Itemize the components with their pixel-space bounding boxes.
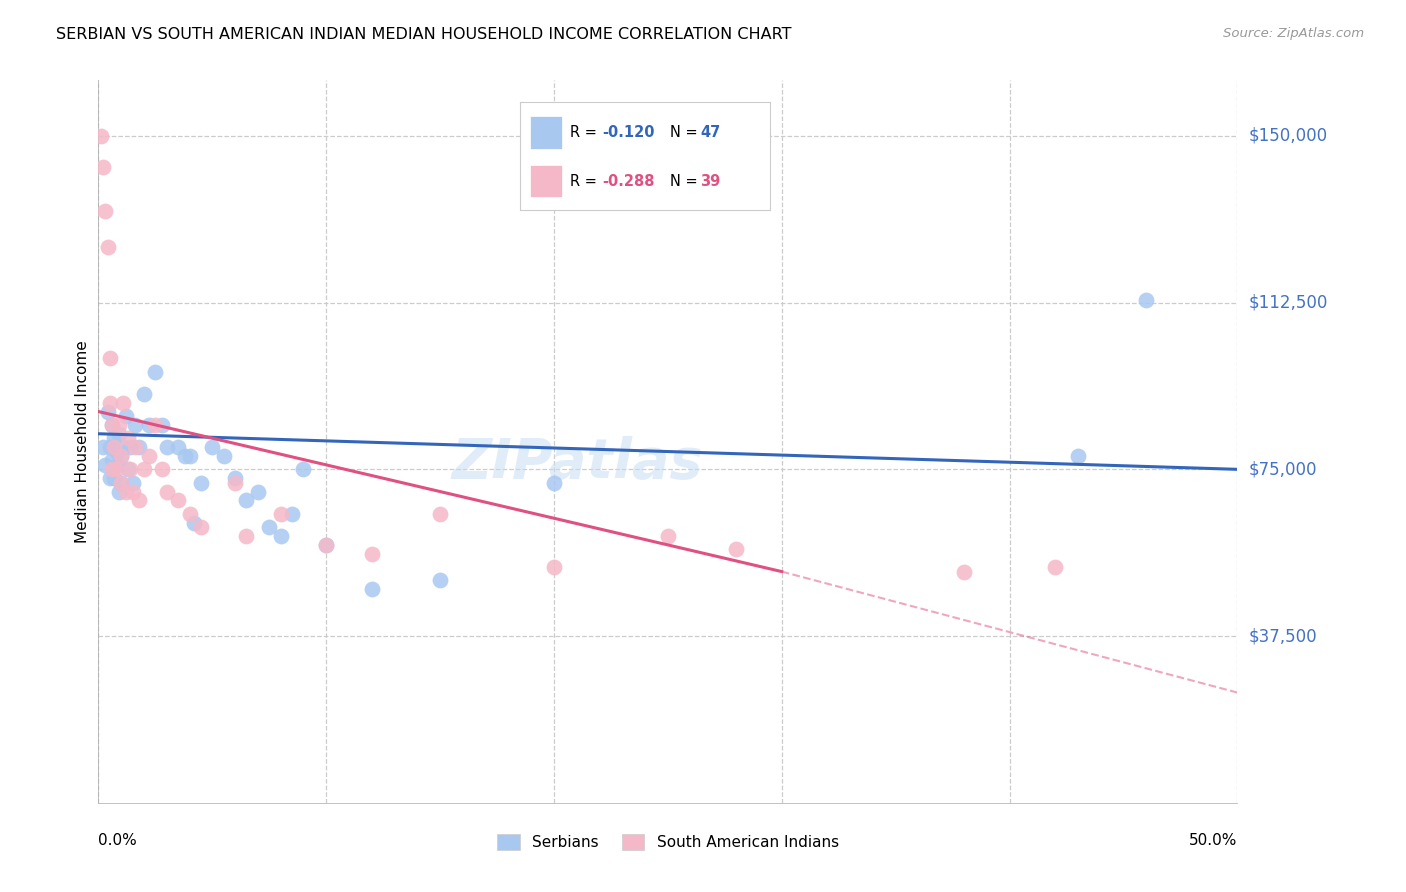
Point [292, 462, 315, 476]
Point [114, 409, 136, 423]
Point [543, 475, 565, 490]
Point [121, 475, 143, 490]
Point [128, 493, 150, 508]
Point [98, 351, 121, 366]
Point [91, 160, 114, 174]
Text: $37,500: $37,500 [1249, 627, 1317, 645]
Point [657, 529, 679, 543]
Legend: Serbians, South American Indians: Serbians, South American Indians [491, 829, 845, 856]
Point [429, 507, 451, 521]
Point [110, 449, 132, 463]
Point [112, 440, 135, 454]
Point [190, 520, 212, 534]
Point [360, 582, 382, 597]
Point [201, 440, 224, 454]
Point [103, 471, 125, 485]
Point [150, 462, 173, 476]
Point [110, 475, 132, 490]
Point [98, 440, 121, 454]
Point [360, 547, 382, 561]
Point [1043, 560, 1066, 574]
Point [98, 395, 121, 409]
Text: Source: ZipAtlas.com: Source: ZipAtlas.com [1223, 27, 1364, 40]
Point [117, 462, 139, 476]
Point [259, 520, 281, 534]
Point [124, 440, 146, 454]
Point [145, 417, 167, 432]
Point [114, 484, 136, 499]
Point [315, 538, 337, 552]
Point [132, 386, 155, 401]
Point [117, 431, 139, 445]
Point [94, 204, 117, 219]
Point [103, 431, 125, 445]
Point [96, 404, 118, 418]
Point [543, 560, 565, 574]
Point [150, 417, 173, 432]
Point [1067, 449, 1090, 463]
Point [110, 449, 132, 463]
Point [1135, 293, 1157, 308]
Point [132, 462, 155, 476]
Text: 0.0%: 0.0% [98, 833, 138, 848]
Text: $112,500: $112,500 [1249, 293, 1327, 311]
Text: $75,000: $75,000 [1249, 460, 1317, 478]
Point [179, 449, 201, 463]
Point [270, 529, 292, 543]
Point [108, 417, 131, 432]
Point [90, 128, 112, 143]
Point [953, 565, 976, 579]
Point [94, 458, 117, 472]
Text: 50.0%: 50.0% [1189, 833, 1237, 848]
Point [167, 440, 190, 454]
Point [105, 462, 128, 476]
Point [246, 484, 269, 499]
Point [235, 529, 257, 543]
Point [281, 507, 304, 521]
Point [190, 475, 212, 490]
Point [138, 417, 160, 432]
Point [235, 493, 257, 508]
Text: SERBIAN VS SOUTH AMERICAN INDIAN MEDIAN HOUSEHOLD INCOME CORRELATION CHART: SERBIAN VS SOUTH AMERICAN INDIAN MEDIAN … [56, 27, 792, 42]
Text: $150,000: $150,000 [1249, 127, 1327, 145]
Point [103, 440, 125, 454]
Point [183, 516, 205, 530]
Text: ZIPatlas: ZIPatlas [451, 436, 703, 491]
Point [120, 440, 142, 454]
Point [156, 484, 179, 499]
Point [101, 453, 124, 467]
Point [108, 426, 131, 441]
Point [108, 484, 131, 499]
Point [98, 471, 121, 485]
Point [270, 507, 292, 521]
Point [167, 493, 190, 508]
Point [156, 440, 179, 454]
Point [725, 542, 748, 557]
Point [112, 395, 135, 409]
Point [315, 538, 337, 552]
Point [105, 458, 128, 472]
Y-axis label: Median Household Income: Median Household Income [75, 340, 90, 543]
Point [120, 462, 142, 476]
Point [101, 462, 124, 476]
Point [110, 475, 132, 490]
Point [105, 444, 128, 458]
Point [224, 475, 246, 490]
Point [145, 364, 167, 378]
Point [429, 574, 451, 588]
Point [96, 240, 118, 254]
Point [224, 471, 246, 485]
Point [128, 440, 150, 454]
Point [179, 507, 201, 521]
Point [101, 417, 124, 432]
Point [174, 449, 197, 463]
Point [212, 449, 235, 463]
Point [138, 449, 160, 463]
Point [121, 484, 143, 499]
Point [91, 440, 114, 454]
Point [101, 417, 124, 432]
Point [124, 417, 146, 432]
